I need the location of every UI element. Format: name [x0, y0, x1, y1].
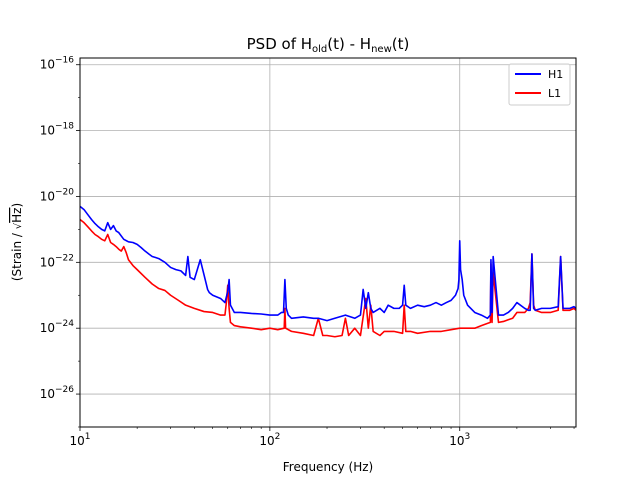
y-tick-label: 10−18 — [40, 122, 75, 138]
x-tick-label: 101 — [69, 432, 90, 448]
series-layer — [80, 205, 576, 338]
plot-frame — [79, 57, 577, 428]
y-tick-label: 10−22 — [40, 253, 74, 269]
series-line-l1 — [80, 218, 576, 338]
x-axis-label: Frequency (Hz) — [283, 460, 374, 474]
chart-title: PSD of Hold(t) - Hnew(t) — [247, 35, 410, 55]
legend-label-h1: H1 — [548, 68, 563, 81]
x-tick-label: 103 — [449, 432, 470, 448]
y-tick-label: 10−16 — [40, 56, 75, 72]
y-tick-label: 10−20 — [40, 187, 75, 203]
ticks: 101 102 103 10−26 10−24 10−22 10−20 10−18 10−16 — [40, 56, 575, 448]
y-tick-label: 10−24 — [40, 319, 75, 335]
y-tick-label: 10−26 — [40, 385, 75, 401]
series-line-h1 — [80, 205, 576, 322]
legend-label-l1: L1 — [548, 87, 561, 100]
y-axis-label: (Strain / √Hz) — [10, 203, 24, 281]
x-tick-label: 102 — [259, 432, 280, 448]
legend: H1 L1 — [508, 63, 571, 106]
